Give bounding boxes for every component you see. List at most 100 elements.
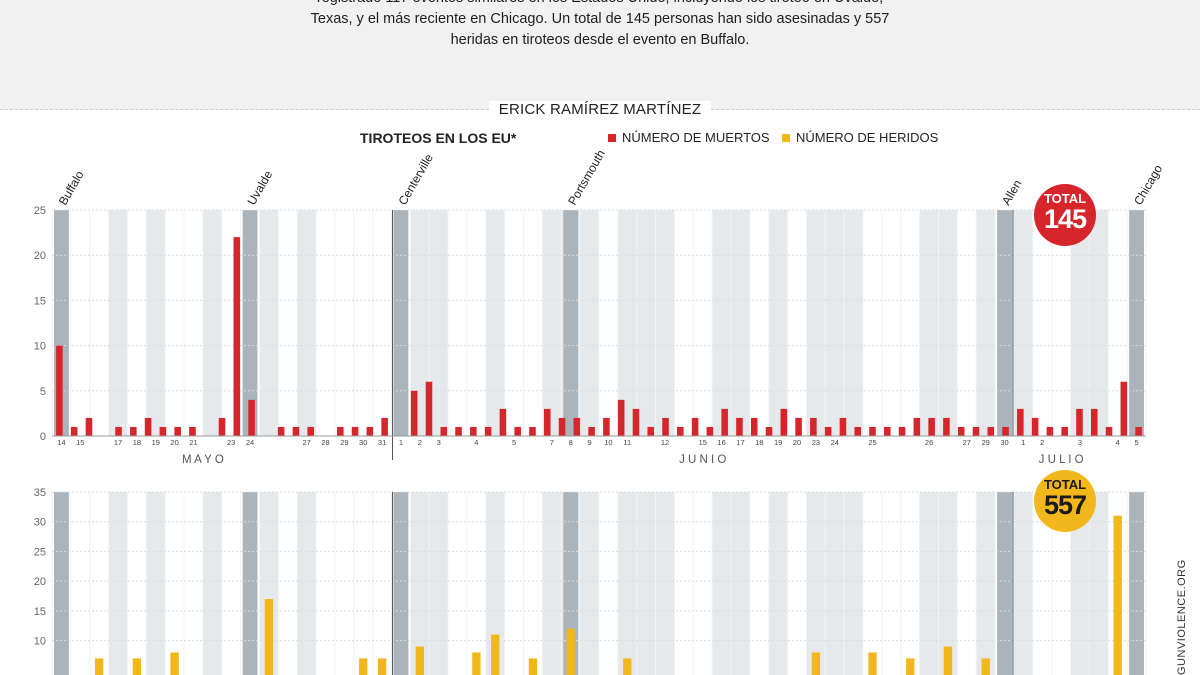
deaths-bar <box>736 417 743 436</box>
deaths-bar <box>189 426 196 436</box>
x-day-label: 15 <box>76 438 84 447</box>
deaths-bar <box>810 417 817 436</box>
deaths-bar <box>248 399 255 436</box>
deaths-bar <box>499 408 507 436</box>
deaths-bar <box>617 399 625 436</box>
deaths-bar <box>750 417 758 436</box>
author-byline: ERICK RAMÍREZ MARTÍNEZ <box>0 101 1200 118</box>
deaths-weekend-band <box>768 210 788 436</box>
deaths-bar <box>972 426 980 436</box>
deaths-weekend-band <box>806 210 864 436</box>
injured-event-band <box>242 492 258 675</box>
legend-deaths: NÚMERO DE MUERTOS <box>608 130 770 145</box>
legend-label-deaths: NÚMERO DE MUERTOS <box>622 130 770 145</box>
legend-injured: NÚMERO DE HERIDOS <box>782 130 938 145</box>
x-day-label: 29 <box>340 438 348 447</box>
x-day-label: 23 <box>812 438 820 447</box>
injured-y-tick-label: 10 <box>34 636 46 648</box>
x-day-label: 15 <box>699 438 707 447</box>
deaths-bar <box>721 408 728 436</box>
injured-bar <box>264 598 274 675</box>
event-label-centerville: Centerville <box>395 151 436 207</box>
deaths-weekend-band <box>485 210 505 436</box>
deaths-weekend-band <box>108 210 128 436</box>
injured-weekend-band <box>108 492 128 675</box>
intro-line-1: registrado 117 eventos similares en los … <box>250 0 950 9</box>
injured-bar <box>491 634 500 675</box>
deaths-y-tick-label: 15 <box>34 295 46 307</box>
deaths-bar <box>218 417 226 436</box>
legend-label-injured: NÚMERO DE HERIDOS <box>796 130 939 145</box>
deaths-bar <box>470 426 477 436</box>
deaths-bar <box>1017 408 1024 436</box>
deaths-bar <box>706 426 714 436</box>
x-day-label: 1 <box>1021 438 1025 447</box>
author-name: ERICK RAMÍREZ MARTÍNEZ <box>488 101 712 118</box>
x-day-label: 30 <box>359 438 367 447</box>
deaths-bar <box>425 381 433 436</box>
deaths-bar <box>159 426 167 436</box>
deaths-bar <box>603 417 610 436</box>
source-credit: GUNVIOLENCE.ORG <box>1176 559 1188 675</box>
injured-weekend-band <box>768 492 788 675</box>
deaths-bar <box>780 408 788 436</box>
injured-bar <box>906 658 915 675</box>
deaths-bar <box>484 426 492 436</box>
total-deaths-label: TOTAL <box>1043 191 1087 206</box>
injured-bar <box>94 658 104 675</box>
x-day-label: 28 <box>321 438 329 447</box>
deaths-y-tick-label: 10 <box>34 341 46 353</box>
deaths-bar <box>987 426 995 436</box>
x-day-label: 4 <box>1116 438 1120 447</box>
deaths-bar <box>514 426 521 436</box>
deaths-y-tick-label: 20 <box>34 250 46 262</box>
deaths-bar <box>913 417 921 436</box>
deaths-bar <box>337 426 344 436</box>
deaths-bar <box>366 426 374 436</box>
deaths-bar <box>1046 426 1054 436</box>
deaths-event-band <box>393 210 409 436</box>
event-label-buffalo: Buffalo <box>56 168 87 207</box>
deaths-weekend-band <box>146 210 166 436</box>
x-day-label: 7 <box>550 438 554 447</box>
deaths-y-tick-label: 0 <box>40 431 46 443</box>
event-label-uvalde: Uvalde <box>245 168 276 208</box>
x-day-label: 30 <box>1000 438 1008 447</box>
event-label-allen: Allen <box>999 177 1024 207</box>
deaths-weekend-band <box>976 210 996 436</box>
event-label-portsmouth: Portsmouth <box>565 147 608 207</box>
x-day-label: 3 <box>437 438 441 447</box>
deaths-bar <box>174 426 181 436</box>
injured-event-band <box>1129 492 1144 675</box>
injured-bar <box>359 658 368 675</box>
injured-y-tick-label: 30 <box>34 517 46 529</box>
deaths-bar <box>292 426 300 436</box>
deaths-bar <box>662 417 669 436</box>
deaths-weekend-band <box>297 210 317 436</box>
deaths-bar <box>795 417 802 436</box>
deaths-bar <box>1105 426 1113 436</box>
deaths-bar <box>558 417 566 436</box>
deaths-bar <box>410 390 418 436</box>
x-day-label: 5 <box>512 438 516 447</box>
total-deaths-badge: TOTAL 145 <box>1034 184 1096 246</box>
x-day-label: 19 <box>774 438 782 447</box>
deaths-bar <box>1090 408 1098 436</box>
deaths-bar <box>115 426 122 436</box>
total-injured-badge: TOTAL 557 <box>1034 470 1096 532</box>
total-injured-value: 557 <box>1043 490 1087 520</box>
x-day-label: 31 <box>378 438 386 447</box>
x-day-label: 3 <box>1078 438 1082 447</box>
deaths-event-band <box>563 210 579 436</box>
x-day-label: 2 <box>418 438 422 447</box>
injured-weekend-band <box>297 492 317 675</box>
event-label-chicago: Chicago <box>1131 162 1165 207</box>
injured-bar <box>811 652 821 675</box>
injured-weekend-band <box>202 492 222 675</box>
injured-bar <box>981 658 990 675</box>
x-day-label: 20 <box>170 438 178 447</box>
injured-event-band <box>997 492 1012 675</box>
x-day-label: 1 <box>399 438 403 447</box>
x-day-label: 14 <box>57 438 65 447</box>
x-day-label: 11 <box>623 438 631 447</box>
